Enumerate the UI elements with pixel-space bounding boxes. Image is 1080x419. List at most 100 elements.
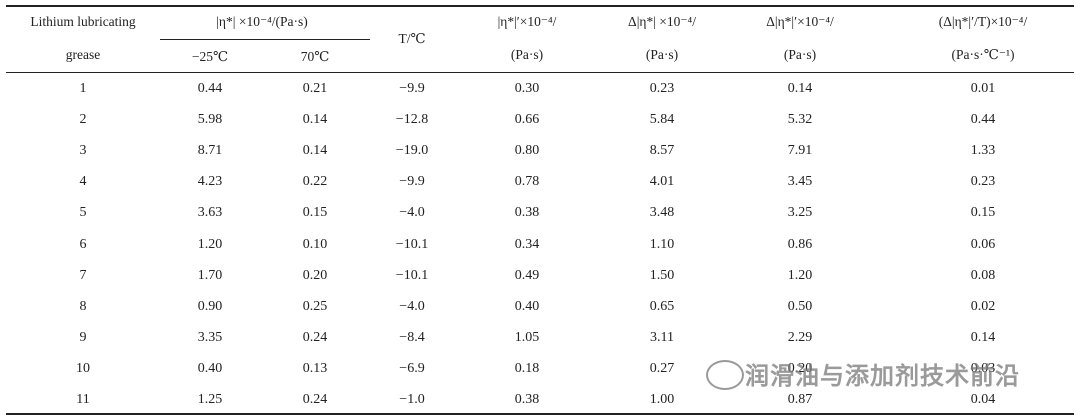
table-cell: 0.87 — [787, 392, 813, 407]
table-cell: 0.01 — [970, 81, 996, 96]
table-cell: 0.34 — [514, 236, 540, 252]
top-rule — [6, 5, 1074, 7]
table-cell: 5 — [79, 205, 87, 221]
table-cell: 7.91 — [787, 143, 813, 159]
table-cell: −4.0 — [399, 298, 425, 314]
table-cell: 0.40 — [197, 360, 223, 376]
table-cell: −10.1 — [395, 267, 429, 283]
table-cell: 4.01 — [649, 174, 675, 190]
table-cell: 0.21 — [302, 81, 328, 96]
header-cell: (Pa·s) — [645, 47, 679, 62]
table-cell: 0.15 — [302, 205, 328, 221]
table-cell: 1.05 — [514, 329, 540, 345]
table-cell: 2.29 — [787, 329, 813, 345]
table-cell: 0.14 — [302, 143, 328, 159]
header-cell: grease — [65, 47, 101, 62]
table-cell: 1.10 — [649, 236, 675, 252]
header-cell: −25℃ — [191, 49, 229, 64]
table-cell: 0.90 — [197, 298, 223, 314]
table-cell: 0.13 — [302, 360, 328, 376]
table-cell: 0.08 — [970, 267, 996, 283]
table-cell: 8 — [79, 298, 87, 314]
table-cell: 0.66 — [514, 112, 540, 128]
table-cell: 3.25 — [787, 205, 813, 221]
table-cell: 0.30 — [514, 81, 540, 96]
table-cell: 5.98 — [197, 112, 223, 128]
table-cell: 1.50 — [649, 267, 675, 283]
table-cell: 0.44 — [970, 112, 996, 128]
table-cell: 7 — [79, 267, 87, 283]
table-cell: 9 — [79, 329, 87, 345]
table-cell: 3.63 — [197, 205, 223, 221]
table-cell: 0.49 — [514, 267, 540, 283]
table-cell: 0.20 — [787, 360, 813, 376]
table-cell: 0.14 — [970, 329, 996, 345]
table-cell: −12.8 — [395, 112, 429, 128]
table-cell: 1.20 — [787, 267, 813, 283]
table-cell: 5.84 — [649, 112, 675, 128]
table-cell: 0.02 — [970, 298, 996, 314]
table-cell: 0.44 — [197, 81, 223, 96]
header-cell: (Δ|η*|′/T)×10⁻⁴/ — [938, 14, 1028, 29]
table-cell: 0.10 — [302, 236, 328, 252]
table-cell: −8.4 — [399, 329, 425, 345]
header-cell: 70℃ — [300, 49, 330, 64]
header-cell: Δ|η*| ×10⁻⁴/ — [628, 14, 696, 29]
table-cell: 0.38 — [514, 392, 540, 407]
table-cell: 0.14 — [787, 81, 813, 96]
group-rule — [160, 39, 370, 40]
table-cell: 0.24 — [302, 329, 328, 345]
table-cell: 3.45 — [787, 174, 813, 190]
table-cell: −19.0 — [395, 143, 429, 159]
table-cell: 0.50 — [787, 298, 813, 314]
table-cell: −6.9 — [399, 360, 425, 376]
table-cell: 10 — [76, 360, 90, 376]
header-cell: |η*|′×10⁻⁴/ — [497, 14, 557, 29]
table-cell: 11 — [76, 392, 90, 407]
table-cell: 0.24 — [302, 392, 328, 407]
bottom-rule — [6, 413, 1074, 415]
watermark: 润滑油与添加剂技术前沿 — [745, 362, 1020, 390]
header-cell: (Pa·s) — [783, 47, 817, 62]
table-cell: 3.48 — [649, 205, 675, 221]
table-cell: 2 — [79, 112, 87, 128]
table-cell: 0.65 — [649, 298, 675, 314]
table-cell: 3.35 — [197, 329, 223, 345]
table-cell: 1.25 — [197, 392, 223, 407]
header-cell: T/℃ — [398, 31, 426, 46]
table-cell: −4.0 — [399, 205, 425, 221]
table-cell: 0.23 — [970, 174, 996, 190]
table-cell: 0.78 — [514, 174, 540, 190]
table-cell: 0.03 — [970, 360, 996, 376]
table-cell: 8.57 — [649, 143, 675, 159]
table-cell: 0.14 — [302, 112, 328, 128]
table-cell: 0.06 — [970, 236, 996, 252]
table-cell: 3.11 — [650, 329, 674, 345]
header-cell: |η*| ×10⁻⁴/(Pa·s) — [216, 14, 308, 29]
table-cell: 0.04 — [970, 392, 996, 407]
table-cell: −9.9 — [399, 81, 425, 96]
watermark-icon — [706, 360, 744, 390]
header-cell: (Pa·s·℃⁻¹) — [951, 47, 1015, 62]
header-cell: Δ|η*|′×10⁻⁴/ — [766, 14, 834, 29]
header-rule — [6, 72, 1074, 73]
table-cell: 0.86 — [787, 236, 813, 252]
table-cell: 0.15 — [970, 205, 996, 221]
table-cell: 1.33 — [970, 143, 996, 159]
table-cell: 0.18 — [514, 360, 540, 376]
table-cell: 1 — [79, 81, 87, 96]
table-cell: 0.80 — [514, 143, 540, 159]
header-cell: Lithium lubricating — [30, 14, 136, 29]
table-cell: 1.00 — [649, 392, 675, 407]
table-cell: 4.23 — [197, 174, 223, 190]
table-cell: 0.40 — [514, 298, 540, 314]
table-cell: −9.9 — [399, 174, 425, 190]
table-cell: 6 — [79, 236, 87, 252]
table-cell: 4 — [79, 174, 87, 190]
table-cell: 1.20 — [197, 236, 223, 252]
table-cell: −10.1 — [395, 236, 429, 252]
header-cell: (Pa·s) — [510, 47, 544, 62]
table-cell: 1.70 — [197, 267, 223, 283]
table-cell: 3 — [79, 143, 87, 159]
